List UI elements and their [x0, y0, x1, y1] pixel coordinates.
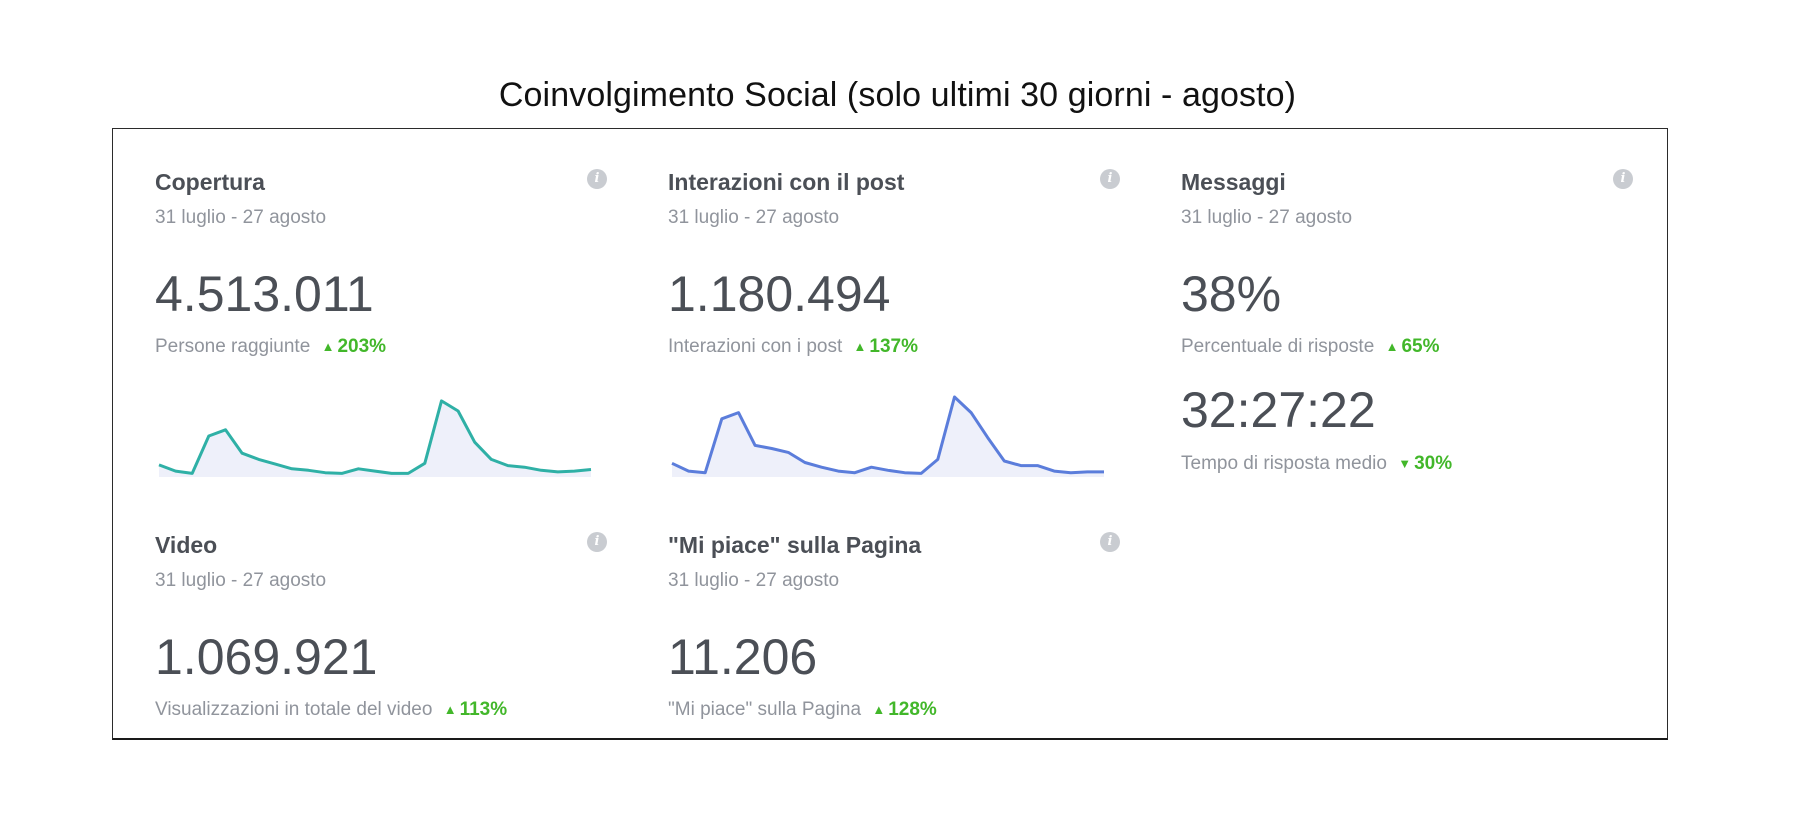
metric-value: 1.180.494 — [668, 266, 891, 322]
metric-value: 1.069.921 — [155, 629, 378, 685]
card-date: 31 luglio - 27 agosto — [155, 570, 327, 591]
delta-badge: ▼ 30% — [1398, 453, 1452, 474]
info-icon[interactable]: i — [1100, 532, 1120, 552]
card-title: Video — [155, 532, 218, 558]
card-copertura[interactable]: Copertura 31 luglio - 27 agosto i 4.513.… — [155, 169, 615, 477]
delta-value: 65% — [1401, 336, 1440, 357]
response-time-label-row: Tempo di risposta medio ▼ 30% — [1181, 453, 1452, 475]
metric-label: "Mi piace" sulla Pagina — [668, 699, 862, 720]
metric-label-row: Visualizzazioni in totale del video ▲ 113… — [155, 699, 507, 721]
sparkline-line — [158, 399, 592, 475]
card-video[interactable]: Video 31 luglio - 27 agosto i 1.069.921 … — [155, 532, 615, 720]
insights-panel: Copertura 31 luglio - 27 agosto i 4.513.… — [112, 128, 1668, 740]
card-title: Messaggi — [1181, 169, 1286, 195]
card-date: 31 luglio - 27 agosto — [1181, 207, 1353, 228]
info-icon[interactable]: i — [587, 532, 607, 552]
metric-label-row: Percentuale di risposte ▲ 65% — [1181, 336, 1439, 358]
delta-value: 128% — [888, 699, 937, 720]
metric-label-row: Persone raggiunte ▲ 203% — [155, 336, 386, 358]
info-icon[interactable]: i — [587, 169, 607, 189]
triangle-up-icon: ▲ — [853, 339, 867, 354]
triangle-up-icon: ▲ — [321, 339, 335, 354]
metric-value: 38% — [1181, 266, 1282, 322]
reach-sparkline — [158, 399, 592, 477]
delta-value: 113% — [459, 699, 508, 720]
metric-value: 11.206 — [668, 629, 818, 685]
delta-badge: ▲ 137% — [854, 336, 918, 357]
card-title: Interazioni con il post — [668, 169, 905, 195]
card-date: 31 luglio - 27 agosto — [155, 207, 327, 228]
triangle-up-icon: ▲ — [443, 702, 457, 717]
info-icon[interactable]: i — [1100, 169, 1120, 189]
triangle-up-icon: ▲ — [1385, 339, 1399, 354]
response-time-value: 32:27:22 — [1181, 382, 1376, 438]
metric-label-row: "Mi piace" sulla Pagina ▲ 128% — [668, 699, 937, 721]
card-title: Copertura — [155, 169, 265, 195]
delta-value: 203% — [337, 336, 387, 357]
triangle-down-icon: ▼ — [1398, 456, 1412, 471]
delta-badge: ▲ 113% — [444, 699, 507, 720]
metric-label: Visualizzazioni in totale del video — [155, 699, 433, 720]
metric-label: Tempo di risposta medio — [1181, 453, 1387, 474]
delta-badge: ▲ 65% — [1386, 336, 1440, 357]
sparkline-area — [672, 397, 1104, 477]
card-date: 31 luglio - 27 agosto — [668, 207, 840, 228]
sparkline-area — [159, 400, 591, 477]
delta-badge: ▲ 128% — [872, 699, 936, 720]
card-title: "Mi piace" sulla Pagina — [668, 532, 922, 558]
delta-value: 30% — [1414, 453, 1453, 474]
metric-label: Percentuale di risposte — [1181, 336, 1375, 357]
delta-value: 137% — [869, 336, 919, 357]
metric-label: Persone raggiunte — [155, 336, 311, 357]
card-date: 31 luglio - 27 agosto — [668, 570, 840, 591]
info-icon[interactable]: i — [1613, 169, 1633, 189]
card-interazioni[interactable]: Interazioni con il post 31 luglio - 27 a… — [668, 169, 1128, 477]
metric-label: Interazioni con i post — [668, 336, 843, 357]
delta-badge: ▲ 203% — [322, 336, 386, 357]
interactions-sparkline — [671, 395, 1104, 477]
card-mi-piace[interactable]: "Mi piace" sulla Pagina 31 luglio - 27 a… — [668, 532, 1128, 720]
metric-label-row: Interazioni con i post ▲ 137% — [668, 336, 918, 358]
sparkline-line — [671, 395, 1104, 475]
page-title: Coinvolgimento Social (solo ultimi 30 gi… — [498, 76, 1297, 114]
triangle-up-icon: ▲ — [872, 702, 886, 717]
card-messaggi[interactable]: Messaggi 31 luglio - 27 agosto i 38% Per… — [1181, 169, 1641, 474]
metric-value: 4.513.011 — [155, 266, 374, 322]
